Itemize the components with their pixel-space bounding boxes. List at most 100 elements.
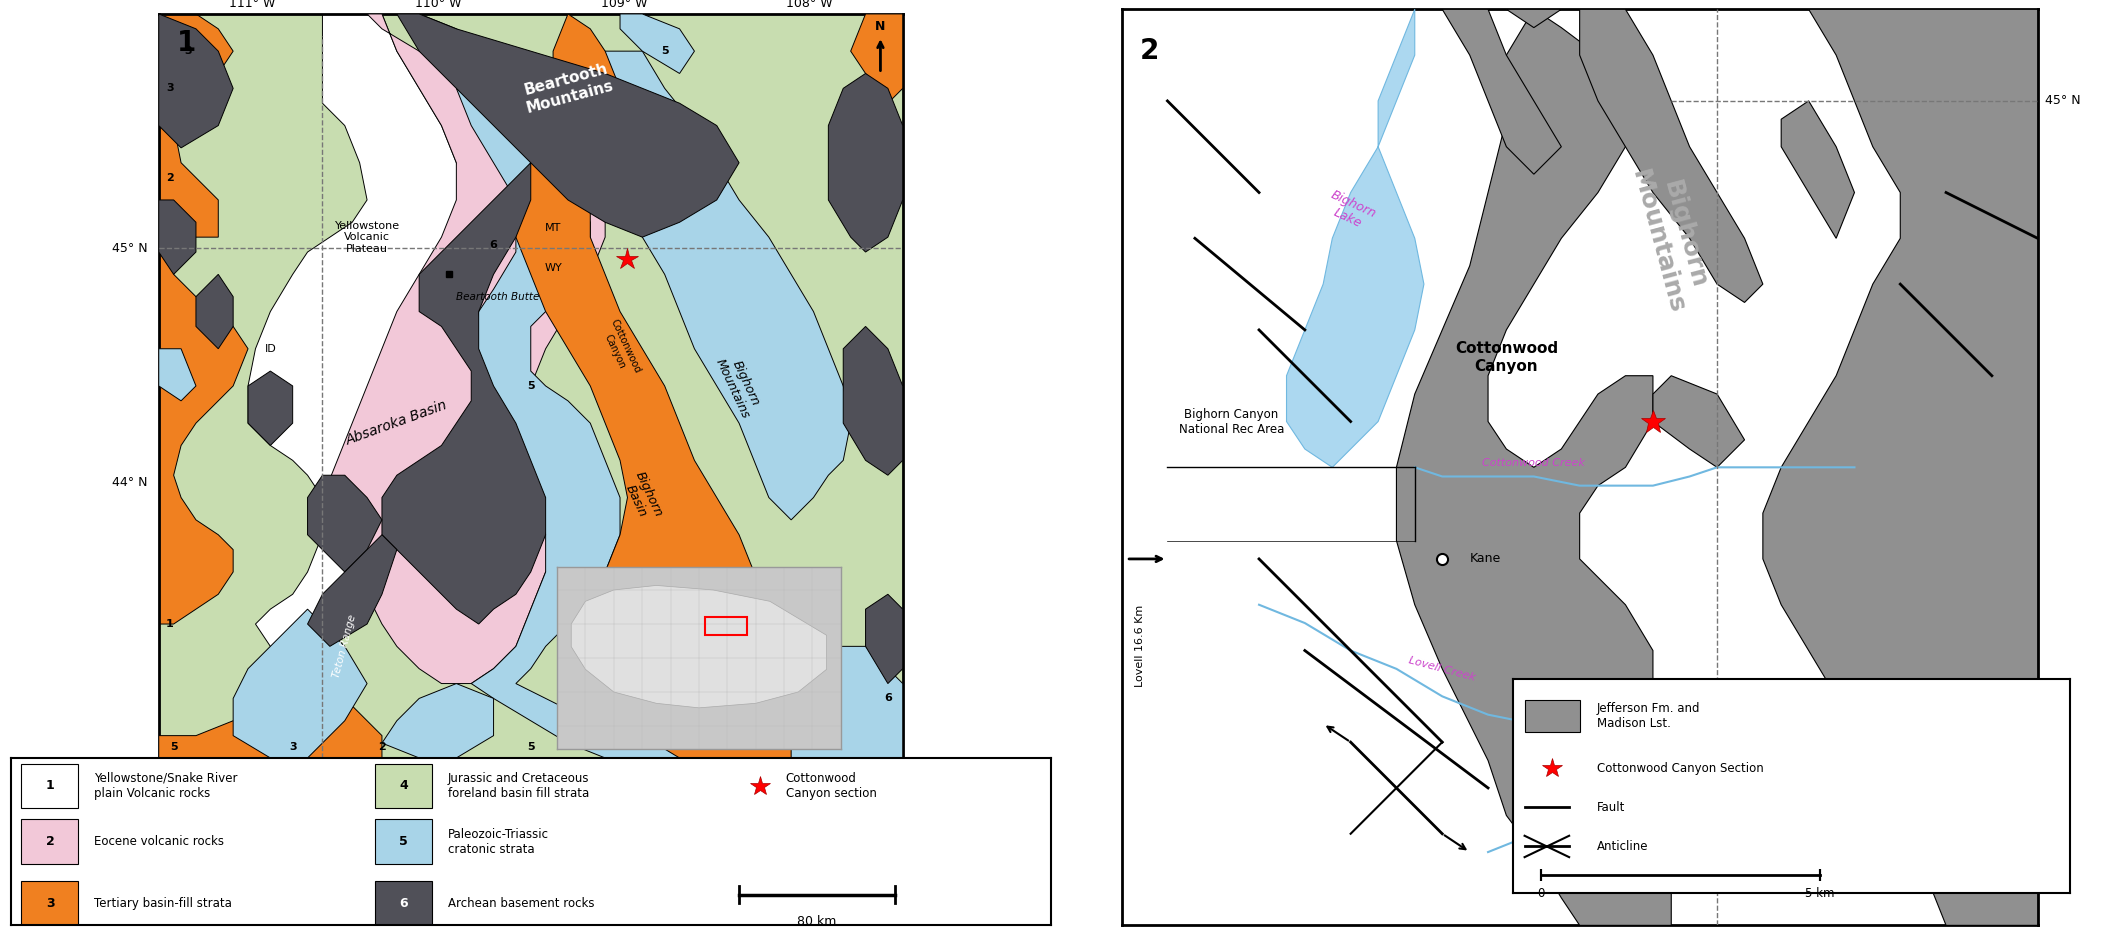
Text: WY: WY (544, 263, 561, 273)
Text: 2: 2 (1139, 37, 1160, 65)
Text: Bighorn
Mountains: Bighorn Mountains (713, 351, 765, 421)
Text: 2: 2 (378, 742, 387, 751)
Text: 2: 2 (166, 173, 174, 182)
Polygon shape (248, 14, 479, 646)
Text: Bighorn
Basin: Bighorn Basin (620, 470, 666, 525)
Polygon shape (383, 14, 553, 624)
Text: 3: 3 (166, 84, 174, 93)
Text: Beartooth Butte: Beartooth Butte (456, 292, 540, 301)
Text: Beartooth
Mountains: Beartooth Mountains (521, 61, 616, 115)
Text: Archean basement rocks: Archean basement rocks (448, 897, 595, 910)
Polygon shape (572, 586, 826, 708)
Text: 44° N: 44° N (111, 476, 147, 489)
Text: N: N (874, 20, 885, 33)
Polygon shape (397, 14, 740, 237)
Text: 5 km: 5 km (1806, 887, 1835, 900)
Polygon shape (160, 14, 233, 148)
Polygon shape (383, 684, 494, 758)
Bar (21, 764, 78, 808)
Text: Jefferson Fm. and
Madison Lst.: Jefferson Fm. and Madison Lst. (1598, 702, 1701, 730)
Text: Absaroka Basin: Absaroka Basin (345, 398, 450, 448)
Polygon shape (851, 14, 902, 103)
Polygon shape (456, 88, 679, 758)
Text: Cottonwood
Canyon section: Cottonwood Canyon section (786, 772, 877, 800)
Bar (374, 881, 431, 925)
Text: Anticline: Anticline (1598, 840, 1648, 853)
Text: MT: MT (544, 223, 561, 233)
Text: Kane: Kane (1469, 552, 1501, 565)
Text: Five Springs: Five Springs (1591, 772, 1658, 804)
Polygon shape (1764, 9, 2037, 925)
Bar (704, 618, 746, 635)
Text: Jurassic and Cretaceous
foreland basin fill strata: Jurassic and Cretaceous foreland basin f… (448, 772, 589, 800)
Polygon shape (160, 349, 195, 401)
Text: 109° W: 109° W (601, 0, 647, 10)
Text: 3: 3 (288, 742, 296, 751)
Text: 5: 5 (399, 835, 408, 848)
Text: 5: 5 (824, 694, 832, 703)
Text: 5: 5 (528, 381, 534, 391)
Text: 6: 6 (399, 897, 408, 910)
Polygon shape (1507, 9, 1562, 28)
Bar (374, 764, 431, 808)
Polygon shape (591, 51, 851, 520)
Polygon shape (233, 609, 368, 758)
Text: 5: 5 (170, 742, 177, 751)
Bar (21, 881, 78, 925)
Polygon shape (195, 274, 233, 349)
Polygon shape (307, 535, 397, 646)
Text: 6: 6 (490, 240, 498, 249)
Polygon shape (160, 200, 195, 274)
Text: 3: 3 (46, 897, 55, 910)
Text: 5: 5 (660, 46, 668, 56)
Polygon shape (866, 594, 902, 684)
Text: Cottonwood
Canyon: Cottonwood Canyon (1455, 341, 1558, 374)
Text: 110° W: 110° W (414, 0, 460, 10)
Polygon shape (307, 475, 383, 572)
Polygon shape (515, 14, 902, 758)
Text: Lovell 16.6 Km: Lovell 16.6 Km (1135, 604, 1146, 687)
Text: 1: 1 (177, 29, 198, 57)
Text: 45° N: 45° N (111, 242, 147, 255)
Polygon shape (1442, 9, 1562, 174)
Polygon shape (1581, 9, 1764, 302)
Text: Yellowstone
Volcanic
Plateau: Yellowstone Volcanic Plateau (334, 220, 399, 254)
Text: Bighorn
Lake: Bighorn Lake (1322, 188, 1379, 233)
Bar (1524, 700, 1581, 733)
Text: 1: 1 (166, 619, 174, 629)
Text: 0: 0 (1537, 887, 1545, 900)
Text: 1: 1 (46, 779, 55, 792)
Text: Teton Range: Teton Range (332, 614, 357, 679)
Text: ID: ID (265, 344, 275, 353)
Text: Cottonwood Canyon Section: Cottonwood Canyon Section (1598, 762, 1764, 775)
Text: Lovell Creek: Lovell Creek (1408, 655, 1478, 683)
Text: 108° W: 108° W (786, 0, 832, 10)
Polygon shape (1396, 9, 1671, 925)
Text: Fault: Fault (1598, 801, 1625, 814)
Polygon shape (790, 646, 902, 758)
Text: 111° W: 111° W (229, 0, 275, 10)
Polygon shape (1286, 9, 1423, 467)
Text: Eocene volcanic rocks: Eocene volcanic rocks (95, 835, 223, 848)
Text: 80 km: 80 km (797, 915, 837, 928)
Polygon shape (248, 371, 292, 445)
Polygon shape (843, 326, 902, 475)
Polygon shape (322, 14, 605, 684)
Text: Tertiary basin-fill strata: Tertiary basin-fill strata (95, 897, 231, 910)
Text: 4: 4 (399, 779, 408, 792)
Text: 2: 2 (46, 835, 55, 848)
Polygon shape (160, 684, 383, 758)
Text: Bighorn Canyon
National Rec Area: Bighorn Canyon National Rec Area (1179, 407, 1284, 435)
Text: 6: 6 (885, 694, 891, 703)
Text: 107°W: 107°W (1696, 0, 1738, 2)
Bar (21, 819, 78, 864)
Polygon shape (1652, 376, 1745, 467)
Text: 5: 5 (528, 742, 534, 751)
Polygon shape (828, 73, 902, 252)
Text: 4: 4 (750, 694, 759, 703)
Polygon shape (160, 14, 248, 624)
Text: Bighorn
Mountains: Bighorn Mountains (1627, 160, 1715, 316)
Text: Cottonwood
Canyon: Cottonwood Canyon (597, 318, 641, 379)
Text: Cottonwood Creek: Cottonwood Creek (1482, 458, 1585, 468)
Text: Yellowstone/Snake River
plain Volcanic rocks: Yellowstone/Snake River plain Volcanic r… (95, 772, 238, 800)
